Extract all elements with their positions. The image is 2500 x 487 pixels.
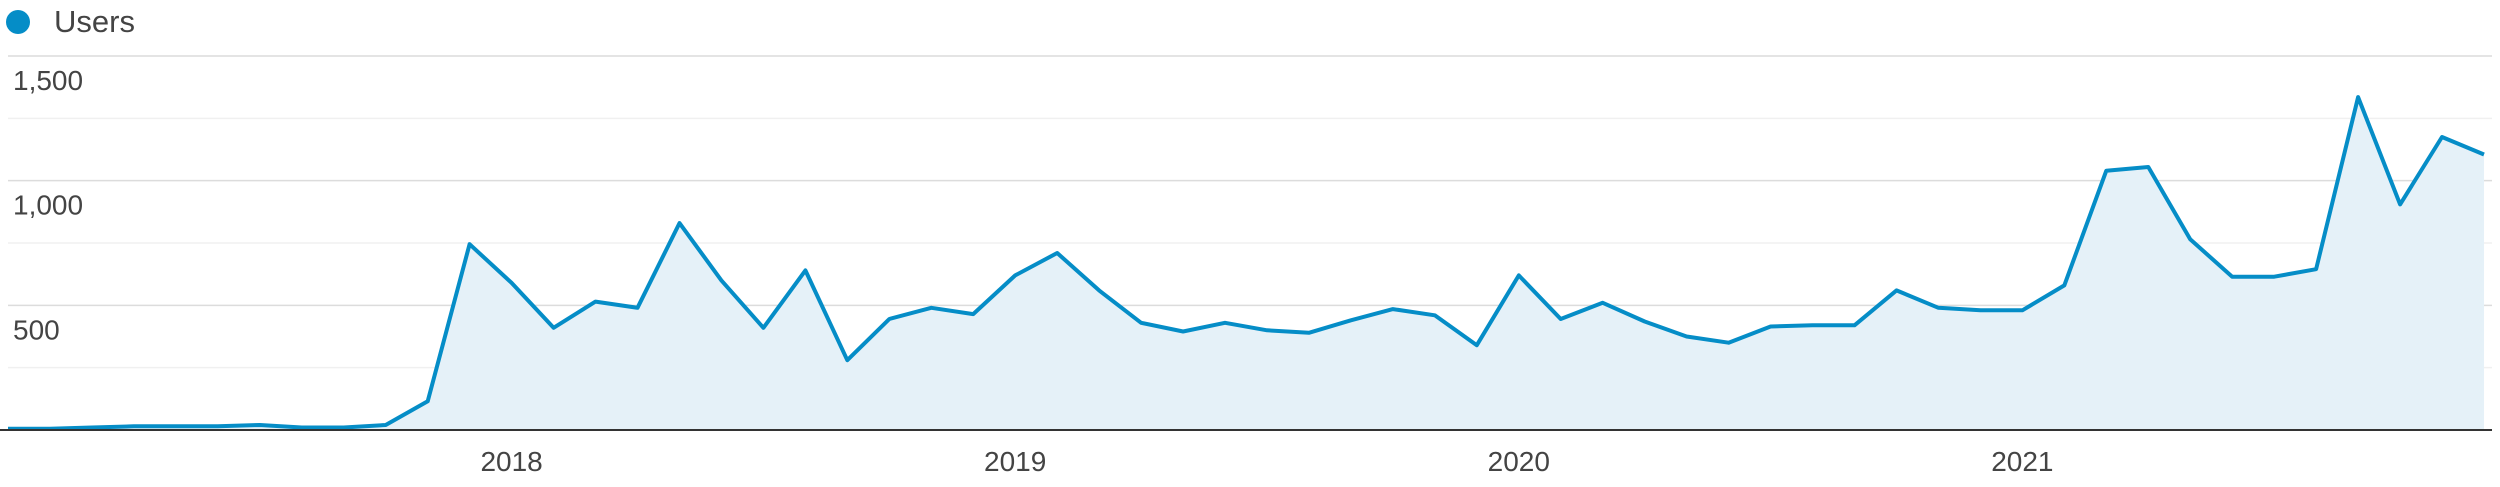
y-tick-label: 1,500: [13, 65, 83, 96]
x-tick-label: 2019: [984, 446, 1046, 477]
x-tick-label: 2020: [1488, 446, 1550, 477]
y-tick-label: 500: [13, 314, 60, 345]
legend-marker: [6, 10, 30, 34]
x-tick-label: 2021: [1991, 446, 2053, 477]
line: [8, 95, 2485, 431]
area: [8, 97, 2484, 430]
y-tick-label: 1,000: [13, 190, 83, 221]
legend-label: Users: [54, 4, 135, 39]
x-tick-label: 2018: [480, 446, 542, 477]
